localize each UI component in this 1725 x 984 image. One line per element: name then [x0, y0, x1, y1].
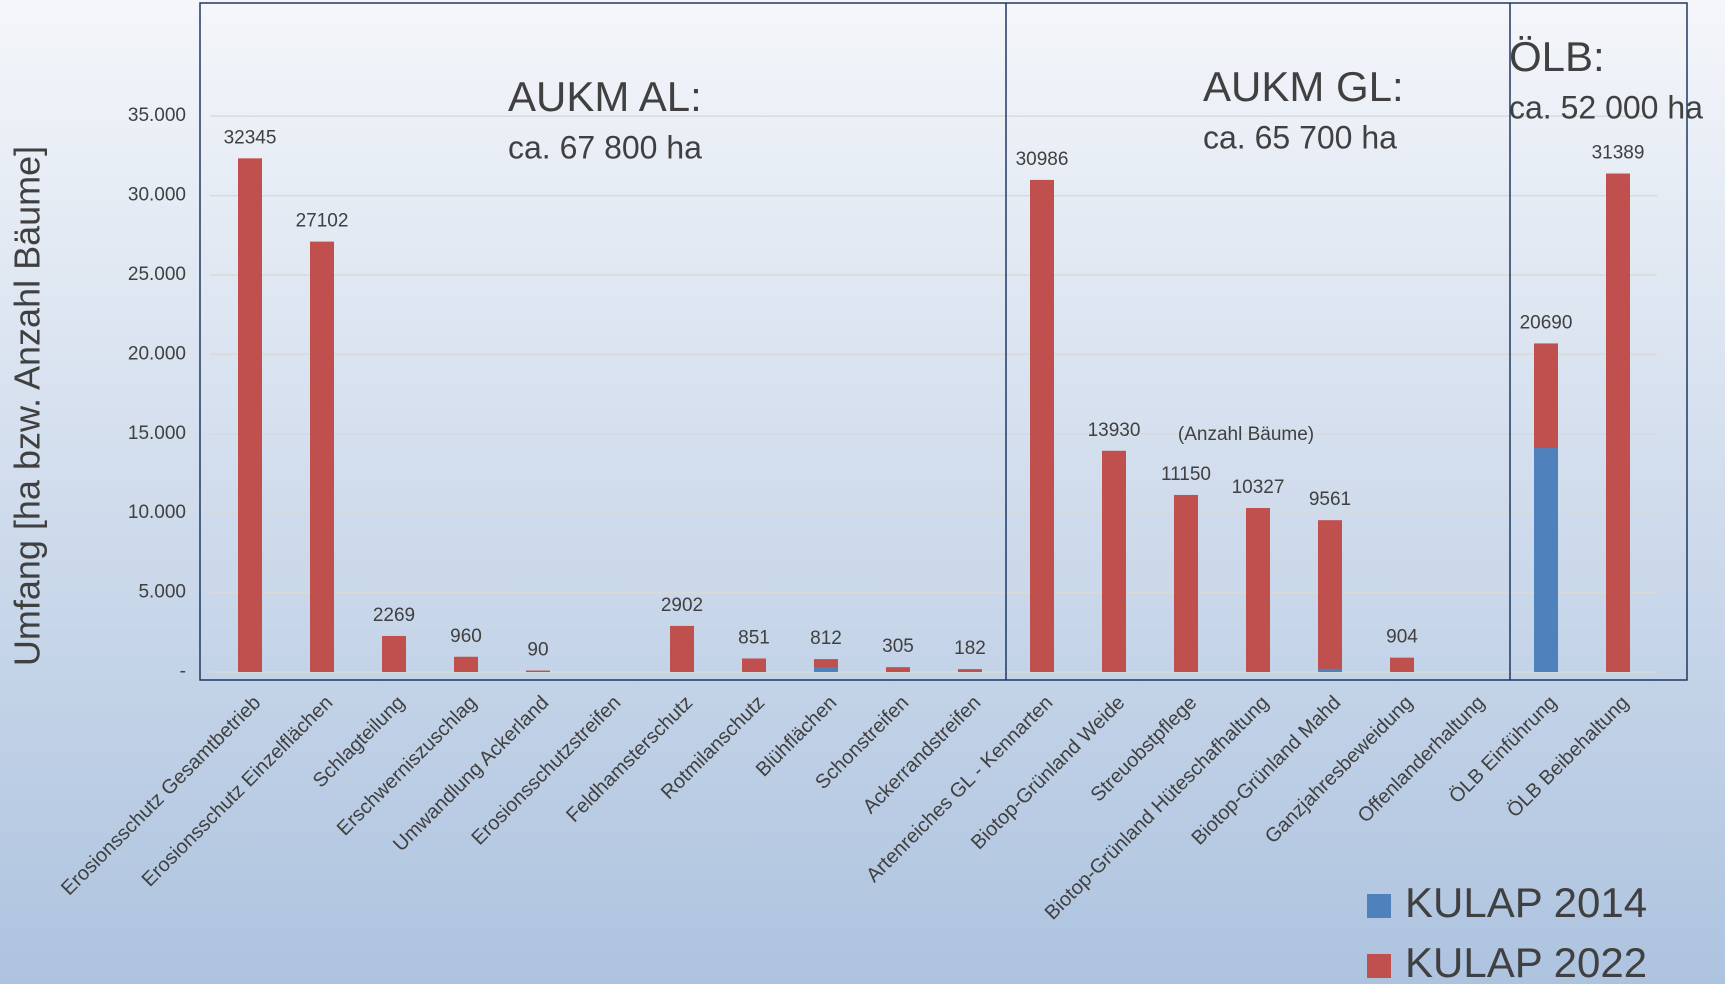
- bar: [1246, 507, 1270, 672]
- y-tick-label: 35.000: [128, 105, 186, 126]
- data-label: 812: [810, 628, 842, 649]
- bar: [1390, 657, 1414, 672]
- data-label: 13930: [1088, 420, 1141, 441]
- bar: [1534, 448, 1558, 672]
- bar: [814, 667, 838, 672]
- y-tick-label: 20.000: [128, 343, 186, 364]
- bar: [670, 625, 694, 672]
- bar: [958, 669, 982, 672]
- bar: [1318, 668, 1342, 672]
- y-axis-label: Umfang [ha bzw. Anzahl Bäume]: [7, 146, 48, 666]
- data-label: 31389: [1592, 143, 1645, 164]
- data-label: 30986: [1016, 149, 1069, 170]
- data-label: 90: [527, 640, 548, 661]
- bar: [742, 658, 766, 672]
- plot-frame: [199, 2, 1688, 681]
- bar: [1030, 179, 1054, 672]
- data-label: 32345: [224, 127, 277, 148]
- y-tick-label: 10.000: [128, 502, 186, 523]
- legend-swatch: [1367, 954, 1391, 978]
- group-title: ÖLB:: [1509, 33, 1605, 80]
- bar: [1174, 494, 1198, 672]
- bar: [238, 158, 262, 673]
- bar: [886, 667, 910, 672]
- y-tick-label: 30.000: [128, 185, 186, 206]
- y-tick-label: 5.000: [138, 582, 186, 603]
- data-label: 9561: [1309, 489, 1351, 510]
- data-label: 305: [882, 636, 914, 657]
- legend-label: KULAP 2022: [1405, 939, 1647, 984]
- data-label: 27102: [296, 211, 349, 232]
- bar: [1102, 450, 1126, 672]
- data-label: 904: [1386, 627, 1418, 648]
- y-tick-label: 15.000: [128, 423, 186, 444]
- data-label: 11150: [1161, 464, 1211, 485]
- group-title: AUKM AL:: [508, 73, 702, 120]
- data-label: 20690: [1520, 312, 1573, 333]
- group-subtitle: ca. 67 800 ha: [508, 129, 702, 165]
- bar: [382, 635, 406, 672]
- data-label-note: (Anzahl Bäume): [1178, 424, 1314, 445]
- data-label: 2269: [373, 605, 415, 626]
- group-subtitle: ca. 52 000 ha: [1509, 89, 1703, 125]
- data-label: 10327: [1232, 477, 1285, 498]
- y-tick-label: -: [180, 661, 186, 682]
- y-tick-label: 25.000: [128, 264, 186, 285]
- group-title: AUKM GL:: [1203, 63, 1404, 110]
- data-label: 851: [738, 628, 770, 649]
- bar: [1318, 520, 1342, 672]
- bar: [1606, 173, 1630, 672]
- bar: [526, 670, 550, 672]
- data-label: 960: [450, 626, 482, 647]
- group-subtitle: ca. 65 700 ha: [1203, 119, 1397, 155]
- data-label: 2902: [661, 595, 703, 616]
- bar: [454, 656, 478, 672]
- bar: [310, 241, 334, 672]
- data-label: 182: [954, 638, 986, 659]
- legend-label: KULAP 2014: [1405, 879, 1647, 926]
- legend-swatch: [1367, 894, 1391, 918]
